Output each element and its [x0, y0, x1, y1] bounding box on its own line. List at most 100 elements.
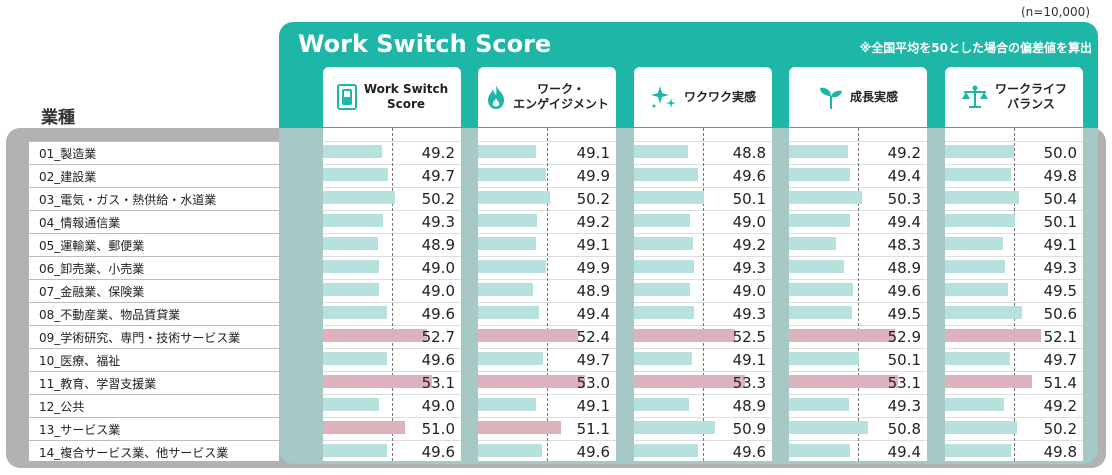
bar — [789, 283, 853, 296]
bar — [634, 421, 715, 434]
value-label: 49.6 — [732, 443, 766, 461]
value-label: 49.4 — [887, 167, 921, 185]
bar — [323, 145, 382, 158]
value-label: 49.7 — [1043, 351, 1077, 369]
value-label: 53.3 — [732, 374, 766, 392]
value-label: 52.7 — [421, 328, 455, 346]
bar — [945, 352, 1011, 365]
bar — [478, 214, 537, 227]
bar — [634, 352, 692, 365]
industry-label: 11_教育、学習支援業 — [39, 377, 157, 391]
bar — [945, 168, 1012, 181]
value-label: 53.1 — [887, 374, 921, 392]
bar — [789, 329, 896, 342]
value-label: 49.0 — [421, 397, 455, 415]
bar — [789, 168, 851, 181]
value-label: 50.2 — [1043, 420, 1077, 438]
value-label: 48.9 — [421, 236, 455, 254]
value-label: 52.5 — [732, 328, 766, 346]
value-label: 49.2 — [1043, 397, 1077, 415]
column-label: ワクワク実感 — [683, 89, 756, 104]
column-label: ワーク・ エンゲイジメント — [513, 82, 609, 111]
value-label: 50.2 — [421, 190, 455, 208]
bar — [478, 260, 546, 273]
bar — [945, 398, 1004, 411]
balance-icon — [961, 84, 989, 110]
bar — [323, 283, 380, 296]
bar — [478, 237, 536, 250]
bar — [323, 306, 387, 319]
value-label: 49.2 — [887, 144, 921, 162]
flame-icon — [485, 84, 507, 110]
bar — [789, 421, 869, 434]
value-label: 49.6 — [421, 443, 455, 461]
bar — [478, 168, 546, 181]
value-label: 49.2 — [421, 144, 455, 162]
value-label: 49.6 — [421, 351, 455, 369]
bar — [478, 283, 533, 296]
bar — [478, 421, 562, 434]
value-label: 49.0 — [732, 213, 766, 231]
column-engagement: 49.1 49.9 50.2 49.2 49.1 49.9 48.9 49.4 52.4 49.7… — [478, 128, 616, 461]
bar — [323, 260, 380, 273]
industry-label: 06_卸売業、小売業 — [39, 262, 145, 276]
value-label: 50.3 — [887, 190, 921, 208]
industry-label: 13_サービス業 — [39, 423, 121, 437]
value-label: 48.9 — [732, 397, 766, 415]
bar — [478, 306, 540, 319]
industry-label: 01_製造業 — [39, 147, 97, 161]
industry-label: 10_医療、福祉 — [39, 354, 121, 368]
value-label: 49.9 — [576, 167, 610, 185]
value-label: 49.4 — [887, 443, 921, 461]
value-label: 50.1 — [732, 190, 766, 208]
value-label: 49.3 — [421, 213, 455, 231]
value-label: 48.9 — [576, 282, 610, 300]
bar — [789, 260, 844, 273]
value-label: 49.6 — [887, 282, 921, 300]
value-label: 50.0 — [1043, 144, 1077, 162]
bar — [634, 375, 746, 388]
bar — [478, 444, 542, 457]
column-work-switch-score: 49.2 49.7 50.2 49.3 48.9 49.0 49.0 49.6 52.7 49.6… — [323, 128, 461, 461]
value-label: 49.6 — [421, 305, 455, 323]
chart-title: Work Switch Score — [298, 30, 552, 58]
column-header-growth: 成長実感 — [789, 67, 927, 127]
bar — [634, 191, 705, 204]
value-label: 49.3 — [732, 259, 766, 277]
value-label: 48.3 — [887, 236, 921, 254]
bar — [323, 375, 432, 388]
value-label: 49.1 — [732, 351, 766, 369]
row-divider — [29, 302, 279, 303]
value-label: 52.1 — [1043, 328, 1077, 346]
bar — [478, 375, 586, 388]
row-divider — [29, 233, 279, 234]
bar — [789, 398, 850, 411]
bar — [323, 421, 405, 434]
industry-label: 14_複合サービス業、他サービス業 — [39, 446, 229, 460]
bar — [634, 214, 691, 227]
value-label: 49.6 — [576, 443, 610, 461]
bar — [323, 214, 384, 227]
bar — [789, 444, 851, 457]
value-label: 49.4 — [576, 305, 610, 323]
value-label: 48.8 — [732, 144, 766, 162]
bar — [478, 352, 544, 365]
column-label: 成長実感 — [849, 89, 898, 104]
row-divider — [29, 210, 279, 211]
bar — [945, 444, 1012, 457]
bar — [789, 237, 837, 250]
value-label: 50.8 — [887, 420, 921, 438]
bar — [323, 444, 387, 457]
value-label: 50.1 — [1043, 213, 1077, 231]
industry-label-list: 01_製造業 02_建設業 03_電気・ガス・熱供給・水道業 04_情報通信業 05_運… — [29, 141, 279, 461]
industry-heading: 業種 — [41, 108, 75, 128]
bar — [323, 191, 395, 204]
bar — [945, 421, 1017, 434]
bar — [634, 329, 735, 342]
average-reference-line — [1014, 128, 1015, 461]
bar — [634, 444, 698, 457]
value-label: 49.3 — [1043, 259, 1077, 277]
value-label: 49.1 — [576, 397, 610, 415]
value-label: 51.0 — [421, 420, 455, 438]
row-divider — [29, 164, 279, 165]
